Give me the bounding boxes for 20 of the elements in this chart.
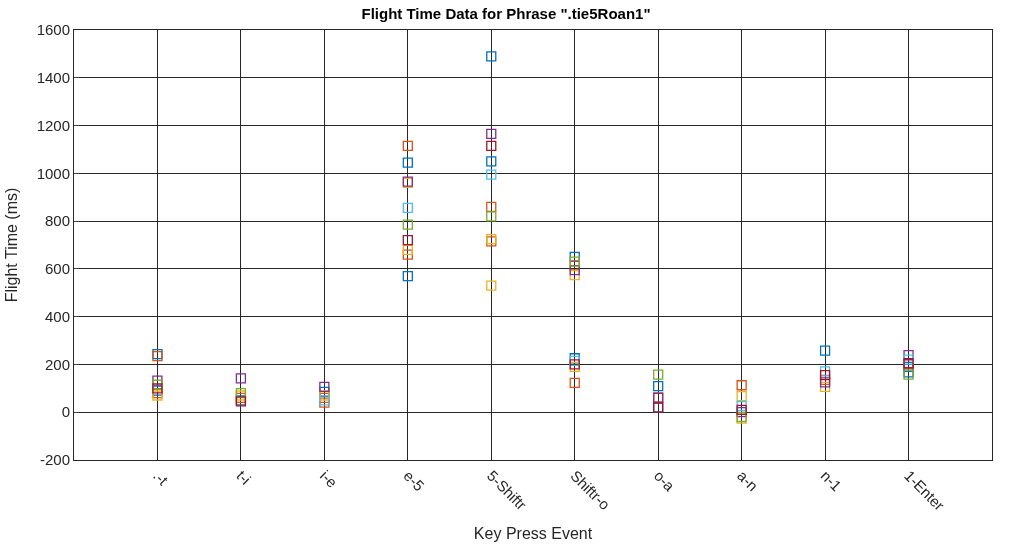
x-tick-label: .-t	[150, 466, 173, 489]
x-axis-title: Key Press Event	[473, 525, 593, 543]
y-tick-label: 400	[44, 307, 70, 325]
y-tick-label: 1400	[36, 69, 70, 87]
y-tick-label: 0	[61, 403, 70, 421]
y-tick-label: 600	[44, 260, 70, 278]
y-axis-title: Flight Time (ms)	[2, 187, 20, 303]
y-tick-label: 200	[44, 355, 70, 373]
y-tick-label: 1200	[36, 116, 70, 134]
x-tick-label: o-a	[650, 466, 679, 495]
x-tick-label: t-i	[233, 466, 255, 488]
x-tick-label: e-5	[400, 466, 428, 495]
y-tick-label: 1000	[36, 164, 70, 182]
y-tick-label: -200	[39, 451, 70, 469]
chart-title: Flight Time Data for Phrase ".tie5Roan1"	[361, 4, 651, 22]
x-tick-label: n-1	[817, 466, 846, 495]
x-tick-label: a-n	[734, 466, 762, 495]
x-tick-label: i-e	[316, 466, 341, 491]
y-tick-label: 1600	[36, 21, 70, 39]
y-tick-label: 800	[44, 212, 70, 230]
